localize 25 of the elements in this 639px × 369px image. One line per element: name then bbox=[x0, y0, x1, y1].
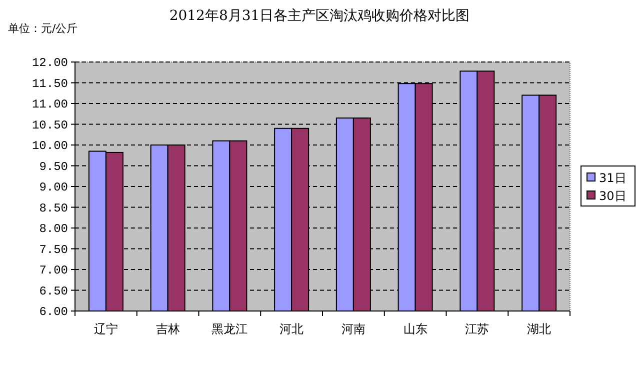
legend-label: 31日 bbox=[599, 171, 626, 185]
x-tick-label: 湖北 bbox=[527, 322, 552, 336]
y-tick-label: 6.00 bbox=[39, 305, 68, 319]
y-tick-label: 10.00 bbox=[32, 139, 68, 153]
x-tick-label: 河北 bbox=[280, 322, 304, 336]
y-tick-label: 8.50 bbox=[39, 201, 68, 216]
x-tick-label: 辽宁 bbox=[94, 322, 118, 336]
x-tick-label: 吉林 bbox=[156, 322, 180, 336]
y-tick-label: 9.50 bbox=[39, 160, 68, 174]
y-tick-label: 12.00 bbox=[32, 56, 68, 70]
y-tick-label: 7.00 bbox=[39, 264, 68, 278]
x-tick-label: 黑龙江 bbox=[212, 322, 248, 336]
y-tick-label: 11.00 bbox=[32, 98, 68, 112]
x-tick-label: 河南 bbox=[341, 322, 366, 336]
y-axis-title: 单位：元/公斤 bbox=[8, 22, 78, 35]
x-tick-label: 江苏 bbox=[465, 322, 490, 336]
y-tick-label: 7.50 bbox=[39, 242, 68, 257]
chart-title: 2012年8月31日各主产区淘汰鸡收购价格对比图 bbox=[169, 8, 470, 24]
y-tick-label: 6.50 bbox=[39, 284, 68, 298]
y-tick-label: 11.50 bbox=[32, 76, 68, 91]
legend-label: 30日 bbox=[599, 189, 626, 203]
y-tick-label: 10.50 bbox=[32, 118, 68, 132]
x-tick-label: 山东 bbox=[403, 322, 428, 336]
y-tick-label: 9.00 bbox=[39, 180, 68, 194]
y-tick-label: 8.00 bbox=[39, 222, 68, 236]
